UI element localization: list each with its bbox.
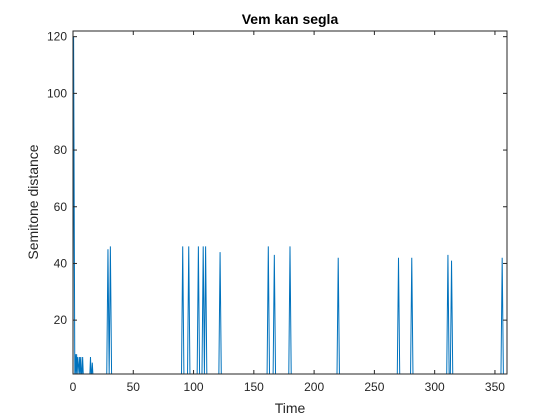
y-tick-label: 40 [54, 256, 68, 270]
x-axis-label: Time [275, 400, 306, 416]
x-tick-label: 250 [364, 380, 384, 394]
y-ticks: 20 40 60 80 100 120 [47, 30, 507, 327]
y-tick-label: 20 [54, 313, 68, 327]
x-tick-label: 0 [70, 380, 77, 394]
x-tick-label: 300 [425, 380, 445, 394]
y-tick-label: 80 [54, 143, 68, 157]
chart-title: Vem kan segla [242, 11, 339, 27]
x-tick-label: 200 [304, 380, 324, 394]
y-axis-label: Semitone distance [25, 144, 41, 259]
axes-box [72, 30, 508, 375]
x-tick-label: 100 [184, 380, 204, 394]
x-tick-label: 50 [127, 380, 141, 394]
x-tick-label: 350 [485, 380, 505, 394]
x-ticks: 0 50 100 150 200 250 300 350 [70, 31, 505, 394]
plot-area [73, 31, 507, 374]
x-tick-label: 150 [244, 380, 264, 394]
y-tick-label: 60 [54, 200, 68, 214]
y-tick-label: 100 [47, 86, 67, 100]
y-tick-label: 120 [47, 30, 67, 44]
